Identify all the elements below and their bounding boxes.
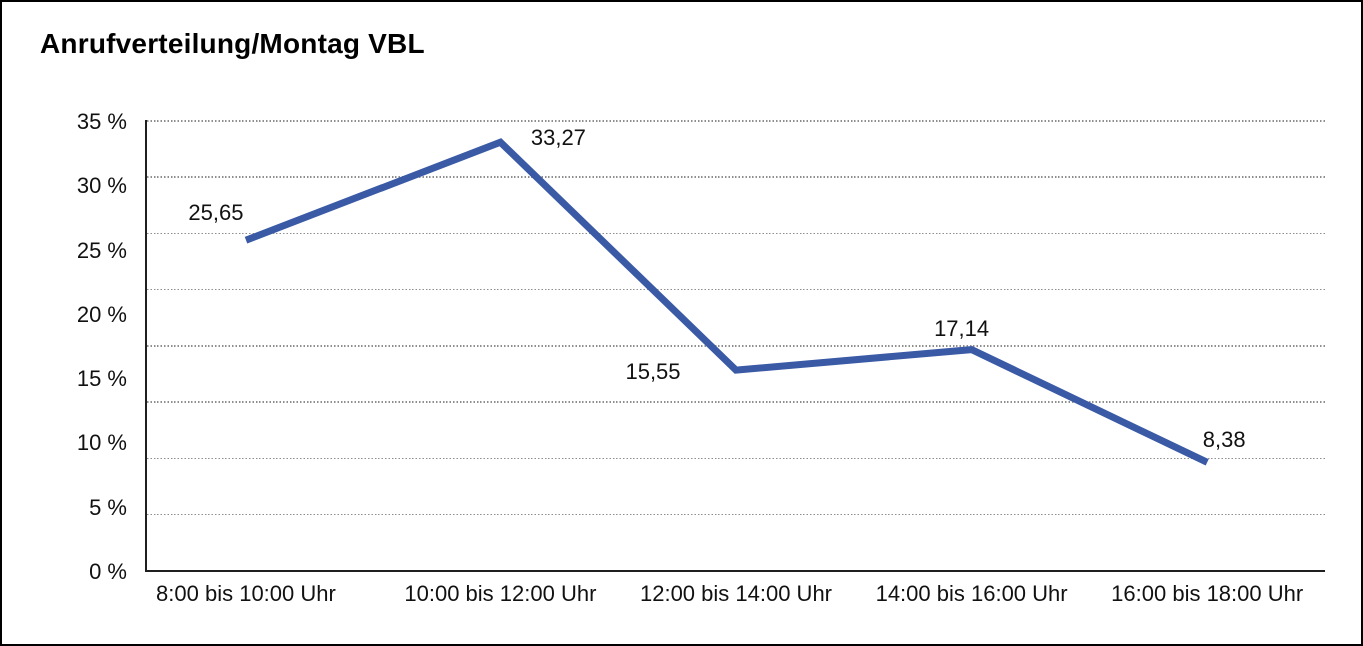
- gridline: [147, 288, 1325, 291]
- data-point-label: 8,38: [1202, 427, 1246, 453]
- gridline: [147, 513, 1325, 516]
- x-tick-label: 10:00 bis 12:00 Uhr: [404, 581, 597, 606]
- y-tick-label: 20 %: [76, 301, 127, 327]
- y-tick-label: 15 %: [76, 366, 127, 392]
- x-tick-label: 12:00 bis 14:00 Uhr: [639, 581, 833, 606]
- y-tick-label: 25 %: [76, 237, 127, 263]
- series-line: [244, 138, 1209, 466]
- plot-area: 25,65 33,27 15,55 17,14 8,38: [145, 120, 1325, 572]
- y-tick-label: 10 %: [76, 430, 127, 456]
- data-point-label: 33,27: [530, 125, 586, 151]
- y-tick-label: 0 %: [89, 559, 127, 584]
- data-point-label: 15,55: [625, 359, 681, 385]
- gridline: [147, 232, 1325, 234]
- y-tick-label: 35 %: [76, 109, 127, 134]
- x-tick-label: 8:00 bis 10:00 Uhr: [156, 581, 336, 606]
- gridline: [147, 401, 1325, 403]
- y-tick-label: 30 %: [76, 173, 127, 199]
- data-point-label: 25,65: [188, 200, 244, 226]
- data-point-label: 17,14: [934, 315, 990, 341]
- gridline: [147, 176, 1325, 178]
- x-tick-label: 16:00 bis 18:00 Uhr: [1111, 581, 1304, 606]
- gridline: [147, 120, 1325, 122]
- line-series: [244, 138, 1209, 466]
- gridline: [147, 345, 1325, 347]
- x-tick-label: 14:00 bis 16:00 Uhr: [875, 581, 1068, 606]
- y-tick-label: 5 %: [89, 494, 127, 520]
- gridline: [147, 457, 1325, 459]
- chart-title: Anrufverteilung/Montag VBL: [40, 28, 425, 59]
